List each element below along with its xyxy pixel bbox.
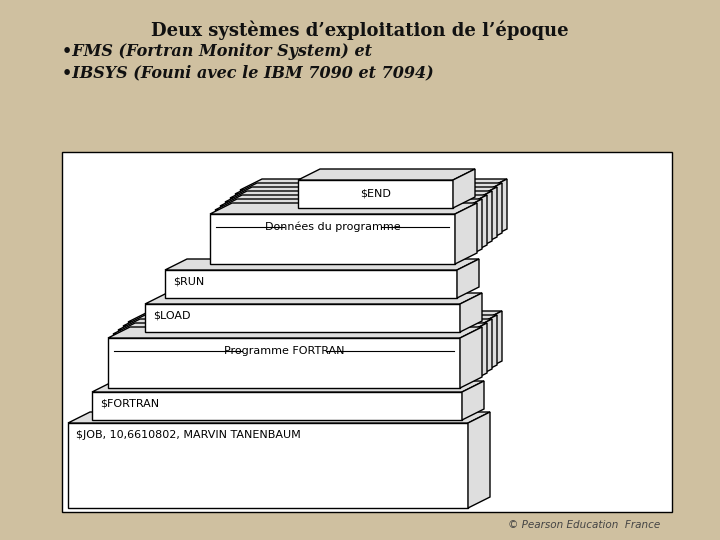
Text: $FORTRAN: $FORTRAN	[100, 399, 159, 409]
Polygon shape	[123, 315, 497, 326]
Polygon shape	[475, 187, 497, 248]
Polygon shape	[470, 319, 492, 380]
Polygon shape	[457, 259, 479, 298]
Polygon shape	[485, 179, 507, 240]
Text: Données du programme: Données du programme	[265, 222, 400, 233]
Polygon shape	[298, 180, 453, 208]
Polygon shape	[225, 191, 492, 202]
Polygon shape	[470, 191, 492, 252]
Text: Programme FORTRAN: Programme FORTRAN	[224, 346, 344, 356]
Polygon shape	[455, 203, 477, 264]
Polygon shape	[145, 293, 482, 304]
Polygon shape	[235, 183, 502, 194]
Polygon shape	[298, 169, 475, 180]
Polygon shape	[462, 381, 484, 420]
Polygon shape	[165, 270, 457, 298]
Polygon shape	[113, 334, 465, 384]
Polygon shape	[465, 323, 487, 384]
Polygon shape	[113, 323, 487, 334]
Polygon shape	[128, 311, 502, 322]
Polygon shape	[465, 195, 487, 256]
Polygon shape	[62, 152, 672, 512]
Polygon shape	[480, 311, 502, 372]
Polygon shape	[230, 198, 475, 248]
Text: •FMS (Fortran Monitor System) et: •FMS (Fortran Monitor System) et	[62, 43, 372, 60]
Polygon shape	[220, 195, 487, 206]
Text: © Pearson Education  France: © Pearson Education France	[508, 520, 660, 530]
Polygon shape	[68, 423, 468, 508]
Polygon shape	[220, 206, 465, 256]
Polygon shape	[108, 327, 482, 338]
Polygon shape	[210, 203, 477, 214]
Polygon shape	[480, 183, 502, 244]
Polygon shape	[210, 214, 455, 264]
Polygon shape	[68, 412, 490, 423]
Polygon shape	[165, 259, 479, 270]
Text: $LOAD: $LOAD	[153, 311, 191, 321]
Polygon shape	[460, 199, 482, 260]
Polygon shape	[460, 293, 482, 332]
Polygon shape	[240, 190, 485, 240]
Polygon shape	[460, 327, 482, 388]
Text: $JOB, 10,6610802, MARVIN TANENBAUM: $JOB, 10,6610802, MARVIN TANENBAUM	[76, 430, 301, 440]
Text: Deux systèmes d’exploitation de l’époque: Deux systèmes d’exploitation de l’époque	[151, 20, 569, 39]
Polygon shape	[123, 326, 475, 376]
Polygon shape	[92, 381, 484, 392]
Polygon shape	[118, 319, 492, 330]
Text: •IBSYS (Founi avec le IBM 7090 et 7094): •IBSYS (Founi avec le IBM 7090 et 7094)	[62, 64, 433, 81]
Polygon shape	[225, 202, 470, 252]
Polygon shape	[453, 169, 475, 208]
Text: $RUN: $RUN	[173, 277, 204, 287]
Polygon shape	[468, 412, 490, 508]
Polygon shape	[118, 330, 470, 380]
Polygon shape	[128, 322, 480, 372]
Polygon shape	[235, 194, 480, 244]
Polygon shape	[215, 199, 482, 210]
Polygon shape	[92, 392, 462, 420]
Polygon shape	[240, 179, 507, 190]
Polygon shape	[145, 304, 460, 332]
Polygon shape	[475, 315, 497, 376]
Polygon shape	[108, 338, 460, 388]
Text: $END: $END	[360, 188, 391, 198]
Polygon shape	[230, 187, 497, 198]
Polygon shape	[215, 210, 460, 260]
